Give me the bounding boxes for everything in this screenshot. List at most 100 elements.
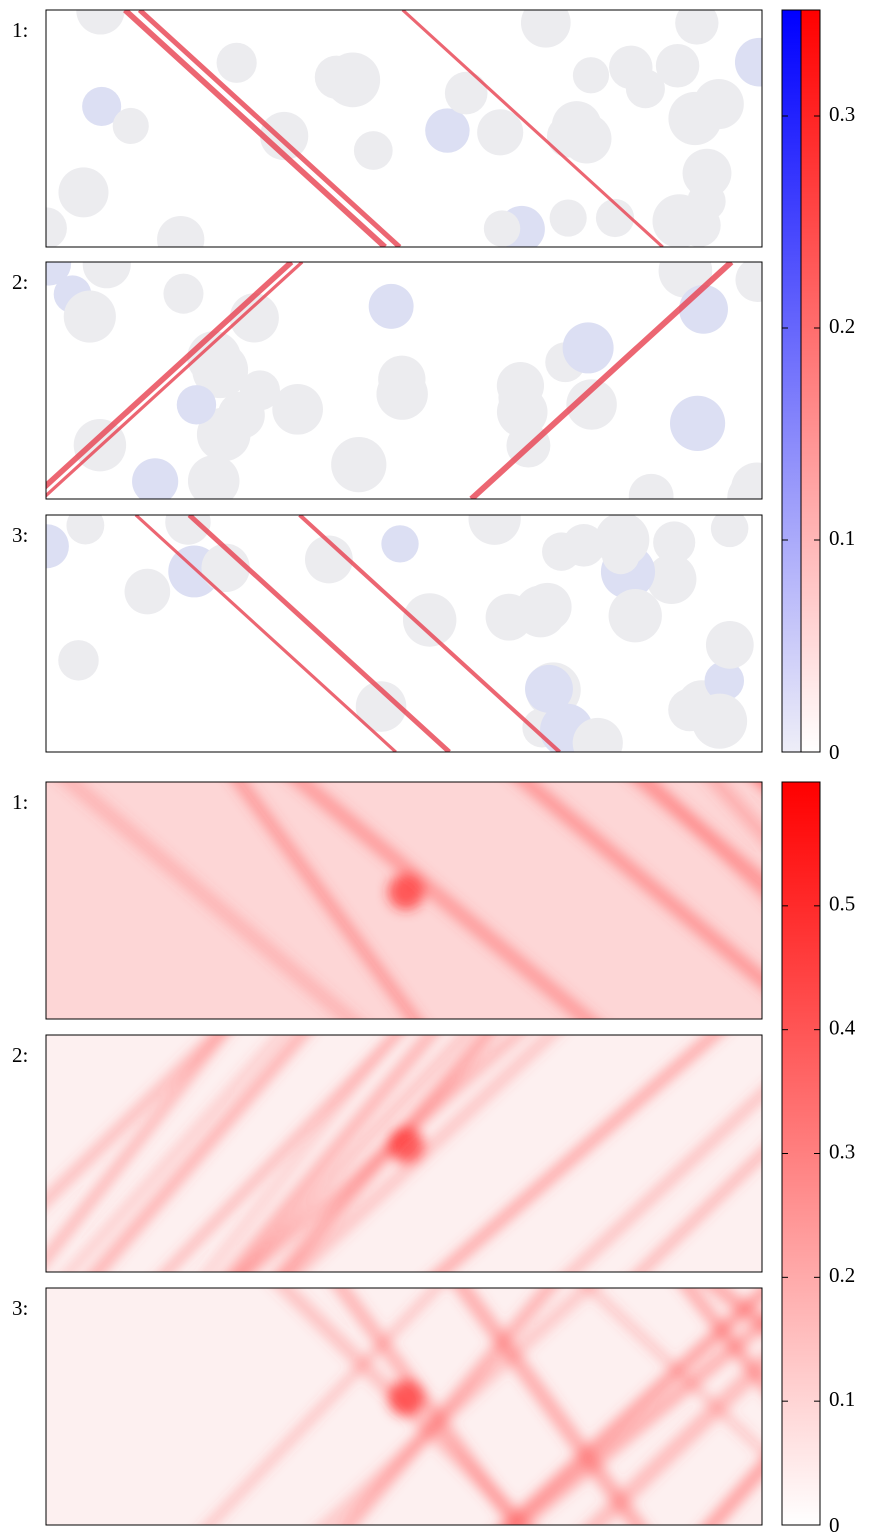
streak bbox=[239, 1035, 469, 1272]
crack bbox=[46, 262, 304, 498]
particle bbox=[735, 262, 762, 302]
particle bbox=[679, 284, 728, 334]
particle bbox=[82, 262, 131, 289]
particle bbox=[572, 57, 610, 94]
panel-content bbox=[46, 1288, 762, 1525]
particle bbox=[691, 693, 748, 749]
streak bbox=[706, 782, 762, 844]
particle bbox=[163, 273, 204, 314]
colorbar-tick-label: 0 bbox=[829, 1513, 840, 1536]
particle bbox=[542, 532, 581, 571]
particle bbox=[217, 391, 265, 439]
particle bbox=[381, 525, 419, 563]
particle bbox=[520, 10, 571, 48]
streak bbox=[341, 1288, 557, 1525]
particle bbox=[229, 293, 279, 343]
particle bbox=[132, 458, 179, 499]
particle bbox=[496, 386, 548, 438]
streak bbox=[161, 1035, 402, 1272]
streak bbox=[275, 1035, 496, 1272]
panel-frame bbox=[45, 261, 763, 500]
particle bbox=[734, 37, 762, 87]
particle bbox=[76, 10, 125, 35]
colorbar-tick-label: 0.4 bbox=[829, 1015, 856, 1039]
streaks bbox=[59, 782, 762, 1019]
particle bbox=[477, 109, 524, 156]
panel-image bbox=[45, 1287, 763, 1526]
streak bbox=[632, 782, 762, 892]
streak bbox=[64, 1035, 285, 1272]
streak bbox=[454, 1288, 647, 1525]
streak bbox=[46, 1035, 228, 1266]
particle bbox=[444, 71, 488, 115]
panel-image bbox=[45, 1034, 763, 1273]
panel-image bbox=[45, 781, 763, 1020]
panel-label: 1: bbox=[12, 790, 28, 814]
panel-image bbox=[45, 9, 763, 248]
crack bbox=[46, 262, 294, 490]
particle bbox=[46, 207, 67, 247]
particle bbox=[625, 69, 665, 109]
particle bbox=[483, 210, 521, 247]
particle bbox=[468, 515, 521, 545]
colorbar-tick-label: 0.1 bbox=[829, 526, 855, 550]
panel-content bbox=[46, 1035, 762, 1272]
particle bbox=[572, 717, 623, 752]
particle bbox=[704, 661, 745, 701]
particle bbox=[595, 198, 635, 238]
hotspot bbox=[388, 1380, 424, 1416]
colorbar-tick-label: 0.3 bbox=[829, 102, 855, 126]
particle bbox=[655, 43, 700, 88]
panel-label: 1: bbox=[12, 18, 28, 42]
particle bbox=[272, 383, 323, 435]
streak bbox=[59, 782, 361, 1019]
streak bbox=[46, 1035, 224, 1208]
particle bbox=[669, 395, 726, 451]
panel-image bbox=[45, 261, 763, 500]
colorbar-tick-label: 0.3 bbox=[829, 1139, 855, 1163]
panel-content bbox=[46, 10, 762, 247]
particle bbox=[259, 111, 309, 161]
streak bbox=[232, 782, 422, 1019]
particle bbox=[566, 379, 617, 430]
particle bbox=[727, 473, 762, 499]
particle bbox=[602, 536, 640, 575]
crack bbox=[298, 515, 561, 752]
particle bbox=[368, 283, 414, 329]
crack bbox=[401, 10, 664, 247]
particle bbox=[187, 455, 240, 499]
particle bbox=[525, 664, 573, 713]
particle bbox=[66, 515, 105, 545]
particle bbox=[176, 385, 217, 425]
particle bbox=[710, 515, 749, 548]
particle bbox=[608, 589, 662, 643]
particle bbox=[693, 78, 744, 130]
streak bbox=[433, 1035, 722, 1272]
crack bbox=[187, 515, 451, 752]
hotspot bbox=[388, 874, 424, 910]
particle bbox=[355, 681, 407, 732]
panel-frame bbox=[45, 514, 763, 753]
particle bbox=[46, 524, 69, 569]
panel-frame bbox=[45, 1034, 763, 1273]
particle bbox=[425, 108, 470, 153]
particle bbox=[216, 42, 257, 83]
panel-label: 2: bbox=[12, 270, 28, 294]
streak bbox=[584, 1288, 762, 1456]
streak bbox=[680, 1288, 762, 1392]
particle bbox=[157, 215, 205, 247]
panel-content bbox=[46, 782, 762, 1019]
streak bbox=[702, 1458, 762, 1525]
particle bbox=[304, 535, 353, 584]
particle bbox=[628, 473, 674, 499]
panel-label: 3: bbox=[12, 523, 28, 547]
streak bbox=[509, 1315, 762, 1525]
streak bbox=[634, 1147, 762, 1272]
particle bbox=[523, 582, 572, 632]
particle bbox=[46, 262, 72, 286]
streaks bbox=[204, 1288, 762, 1525]
particle bbox=[562, 322, 614, 374]
particle bbox=[378, 355, 426, 403]
